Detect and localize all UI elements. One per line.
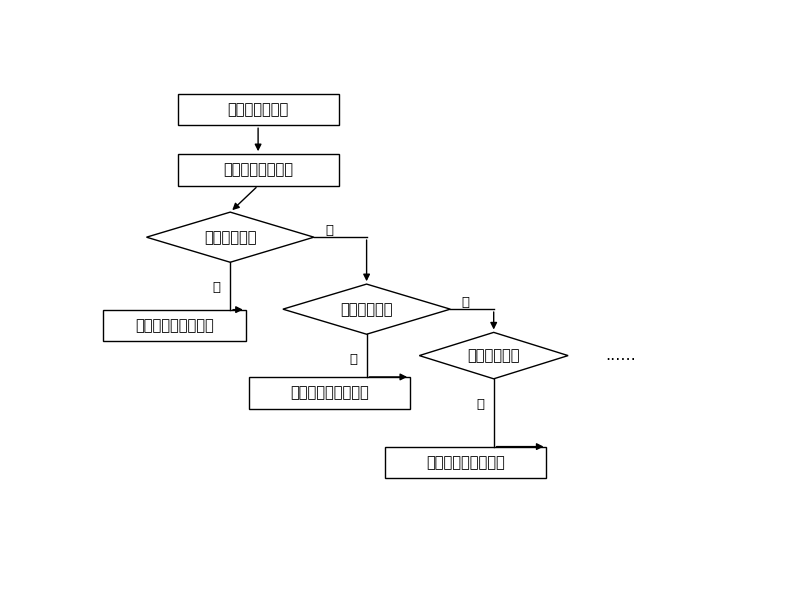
Text: 否: 否	[326, 224, 334, 237]
Text: 是: 是	[213, 282, 221, 294]
Text: 驾驶舱控制器: 驾驶舱控制器	[204, 230, 257, 245]
Text: 否: 否	[462, 295, 470, 309]
Polygon shape	[283, 284, 450, 334]
Text: 执行成员舱控制功能: 执行成员舱控制功能	[426, 455, 505, 470]
Text: 是: 是	[349, 353, 357, 366]
Text: ......: ......	[606, 348, 636, 363]
Text: 成员舱控制器: 成员舱控制器	[467, 348, 520, 363]
Text: 读取线束设置地址: 读取线束设置地址	[223, 162, 293, 177]
Text: 是: 是	[476, 398, 484, 411]
Text: 执行驾驶舱控制功能: 执行驾驶舱控制功能	[135, 318, 214, 333]
Text: 动力舱控制器: 动力舱控制器	[340, 302, 393, 317]
Bar	[178, 93, 338, 125]
Bar	[103, 309, 246, 341]
Bar	[249, 377, 410, 408]
Polygon shape	[146, 212, 314, 262]
Bar	[386, 447, 546, 478]
Text: 设置地址接地线: 设置地址接地线	[227, 102, 289, 117]
Bar	[178, 154, 338, 186]
Polygon shape	[419, 332, 568, 379]
Text: 执行动力舱控制功能: 执行动力舱控制功能	[290, 385, 369, 400]
